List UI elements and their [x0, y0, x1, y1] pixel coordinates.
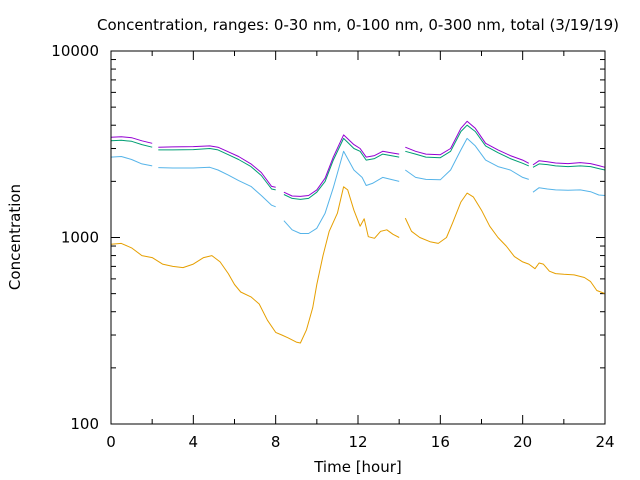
series-line — [532, 163, 606, 171]
plot-frame — [110, 50, 606, 425]
series-lines — [110, 120, 606, 344]
x-tick-label: 0 — [106, 433, 116, 451]
x-tick-label: 16 — [431, 433, 450, 451]
series-line — [532, 160, 606, 168]
series-line — [158, 148, 276, 191]
series-line — [110, 186, 400, 344]
y-tick-label: 1000 — [61, 229, 99, 247]
y-axis-label: Concentration — [6, 184, 24, 290]
tick-labels: 0 4 8 12 16 20 24 100 1000 10000 — [51, 42, 614, 451]
series-line — [532, 187, 606, 196]
x-axis-label: Time [hour] — [313, 458, 402, 476]
series-line — [283, 137, 400, 200]
series-line — [158, 166, 276, 208]
series-line — [110, 156, 153, 167]
x-tick-label: 12 — [348, 433, 367, 451]
series-line — [405, 120, 530, 164]
series-line — [405, 137, 529, 181]
series-line — [283, 134, 400, 197]
chart-title: Concentration, ranges: 0-30 nm, 0-100 nm… — [97, 16, 619, 34]
series-line — [404, 192, 606, 295]
x-tick-label: 20 — [513, 433, 532, 451]
x-tick-label: 4 — [189, 433, 199, 451]
series-line — [283, 150, 400, 234]
y-tick-label: 10000 — [51, 42, 99, 60]
series-line — [405, 124, 529, 167]
series-line — [158, 145, 276, 188]
x-tick-label: 24 — [595, 433, 614, 451]
y-tick-label: 100 — [70, 415, 99, 433]
x-tick-label: 8 — [271, 433, 281, 451]
series-line — [110, 139, 153, 148]
series-line — [110, 136, 153, 144]
axis-ticks — [110, 50, 606, 425]
